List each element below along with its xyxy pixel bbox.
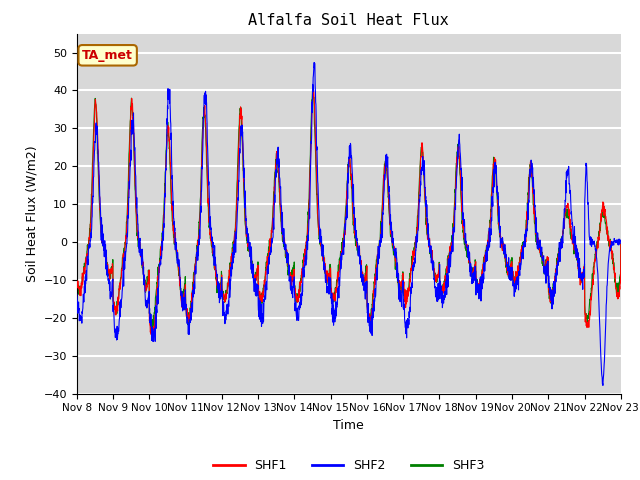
Title: Alfalfa Soil Heat Flux: Alfalfa Soil Heat Flux	[248, 13, 449, 28]
SHF1	[508, 264, 515, 269]
SHF1	[225, 274, 232, 280]
SHF2	[507, 277, 515, 283]
SHF3	[225, 275, 232, 280]
SHF1	[584, 324, 592, 329]
SHF2	[599, 383, 607, 388]
SHF1	[365, 311, 372, 316]
SHF1	[309, 85, 317, 91]
Text: TA_met: TA_met	[82, 49, 133, 62]
Line: SHF1: SHF1	[77, 88, 621, 341]
SHF3	[617, 240, 625, 246]
SHF1	[570, 233, 577, 239]
SHF2	[365, 315, 372, 321]
SHF2	[310, 60, 318, 65]
SHF1	[377, 233, 385, 239]
SHF1	[617, 241, 625, 247]
SHF3	[508, 257, 515, 263]
SHF3	[148, 325, 156, 331]
SHF2	[569, 228, 577, 234]
SHF2	[225, 298, 232, 304]
SHF2	[376, 239, 384, 244]
SHF2	[584, 200, 592, 205]
SHF2	[617, 238, 625, 244]
SHF2	[73, 291, 81, 297]
SHF3	[377, 219, 385, 225]
SHF3	[365, 312, 372, 318]
SHF3	[570, 237, 577, 243]
SHF3	[73, 277, 81, 283]
Line: SHF3: SHF3	[77, 87, 621, 328]
SHF3	[309, 84, 317, 90]
Y-axis label: Soil Heat Flux (W/m2): Soil Heat Flux (W/m2)	[25, 145, 38, 282]
SHF1	[73, 279, 81, 285]
Legend: SHF1, SHF2, SHF3: SHF1, SHF2, SHF3	[209, 455, 489, 477]
SHF3	[584, 313, 592, 319]
SHF1	[149, 338, 157, 344]
X-axis label: Time: Time	[333, 419, 364, 432]
Line: SHF2: SHF2	[77, 62, 621, 385]
